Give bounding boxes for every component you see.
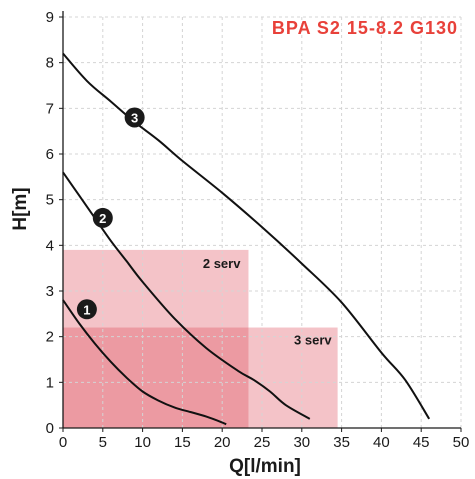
y-tick-label: 5 — [46, 192, 54, 209]
x-tick-label: 50 — [453, 434, 470, 451]
markers-layer: 1 2 3 — [76, 107, 145, 320]
y-tick-label: 6 — [46, 146, 54, 163]
y-tick-label: 0 — [46, 420, 54, 437]
curve-marker-3 — [124, 107, 145, 128]
y-tick-label: 9 — [46, 9, 54, 26]
x-tick-label: 25 — [254, 434, 271, 451]
y-tick-label: 2 — [46, 329, 54, 346]
y-axis-label: H[m] — [10, 187, 31, 230]
curve-marker-1 — [76, 299, 97, 320]
x-tick-label: 10 — [134, 434, 151, 451]
chart-title: BPA S2 15-8.2 G130 — [272, 18, 458, 38]
zone-label-3serv: 3 serv — [294, 333, 332, 348]
y-tick-label: 8 — [46, 55, 54, 72]
zone-overlap — [63, 327, 249, 428]
x-tick-label: 20 — [214, 434, 231, 451]
curve-marker-label-3: 3 — [131, 110, 138, 125]
y-tick-label: 7 — [46, 100, 54, 117]
curve-3 — [62, 52, 431, 420]
curve-marker-2 — [92, 207, 113, 228]
curve-marker-label-2: 2 — [99, 211, 106, 226]
x-tick-label: 0 — [59, 434, 67, 451]
labels-layer: 2 serv 3 serv — [203, 256, 333, 348]
curve-1 — [62, 299, 227, 426]
x-tick-label: 15 — [174, 434, 191, 451]
x-tick-label: 30 — [293, 434, 310, 451]
y-tick-label: 3 — [46, 283, 54, 300]
y-tick-label: 4 — [46, 237, 54, 254]
x-tick-label: 35 — [333, 434, 350, 451]
y-tick-label: 1 — [46, 374, 54, 391]
x-tick-label: 40 — [373, 434, 390, 451]
x-axis-label: Q[l/min] — [229, 456, 301, 477]
zone-label-2serv: 2 serv — [203, 256, 241, 271]
grid-layer — [63, 16, 462, 428]
x-tick-label: 45 — [413, 434, 430, 451]
curve-marker-label-1: 1 — [83, 302, 90, 317]
x-tick-label: 5 — [99, 434, 107, 451]
